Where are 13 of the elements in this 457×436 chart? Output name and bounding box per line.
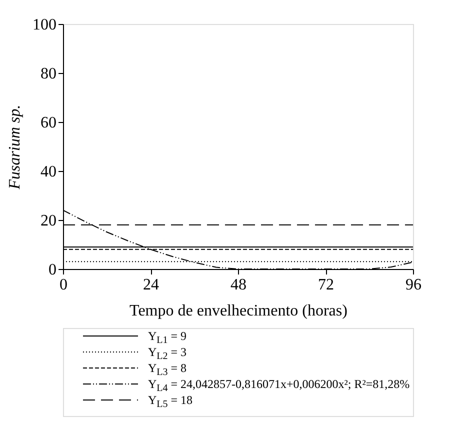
y-tick-label: 20	[40, 212, 56, 230]
x-tick-label: 48	[230, 276, 246, 294]
y-tick-label: 80	[40, 66, 56, 82]
y-tick-label: 0	[48, 262, 56, 278]
x-tick-label: 96	[406, 276, 422, 294]
y-tick-label: 40	[40, 164, 56, 180]
x-tick-label: 72	[318, 276, 334, 294]
x-tick-label: 0	[60, 276, 68, 294]
y-tick-label: 60	[40, 114, 56, 132]
y-axis-title: Fusarium sp.	[6, 104, 24, 190]
y-tick-label: 100	[32, 16, 56, 34]
x-axis-title: Tempo de envelhecimento (horas)	[130, 302, 348, 320]
x-tick-label: 24	[143, 276, 159, 294]
